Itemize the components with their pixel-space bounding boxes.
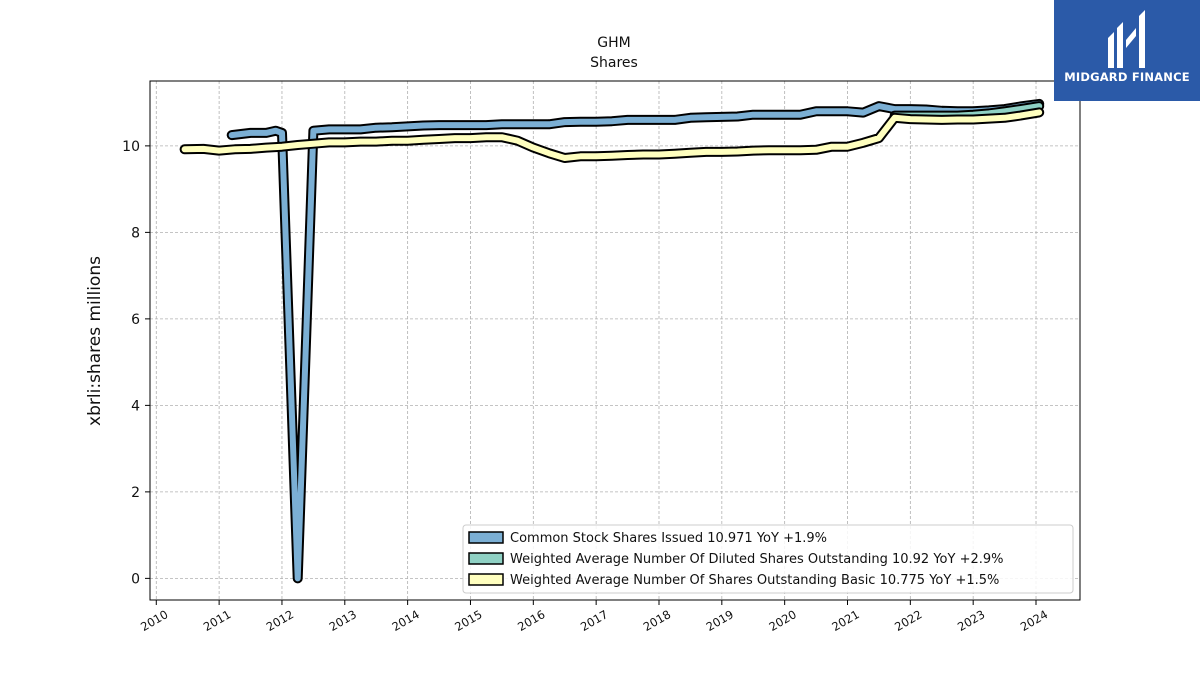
plot-frame [149,80,1081,601]
chart-title: GHM [597,35,630,51]
x-tick-label: 2016 [515,607,547,634]
x-tick-label: 2020 [766,607,798,634]
logo-text: MIDGARD FINANCE [1064,70,1190,84]
x-tick-label: 2023 [955,607,987,634]
x-tick-label: 2012 [264,607,296,634]
y-tick-label: 8 [131,225,140,241]
legend-box [462,524,1074,594]
x-tick-label: 2018 [641,607,673,634]
x-tick-label: 2017 [578,607,610,634]
x-tick-label: 2024 [1018,607,1050,634]
y-tick-label: 4 [131,398,140,414]
x-tick-label: 2019 [704,607,736,634]
y-tick-label: 2 [131,485,140,501]
x-tick-label: 2015 [452,607,484,634]
x-tick-label: 2011 [201,607,233,634]
legend: Common Stock Shares Issued 10.971 YoY +1… [462,524,1074,594]
legend-label: Weighted Average Number Of Shares Outsta… [510,573,999,588]
legend-label: Common Stock Shares Issued 10.971 YoY +1… [510,531,827,546]
x-tick-label: 2022 [892,607,924,634]
y-tick-label: 10 [122,139,140,155]
x-tick-label: 2013 [327,607,359,634]
legend-label: Weighted Average Number Of Diluted Share… [510,552,1004,567]
legend-swatch [468,531,504,544]
chart-subtitle: Shares [590,55,638,71]
y-axis-label: xbrli:shares millions [85,256,105,426]
y-tick-label: 0 [131,571,140,587]
brand-logo: MIDGARD FINANCE [1054,0,1200,101]
x-tick-label: 2010 [138,607,170,634]
x-tick-label: 2021 [829,607,861,634]
series-0-line [228,100,1043,582]
x-tick-label: 2014 [389,607,421,634]
midgard-logo-icon [1108,10,1145,68]
series-2-line [181,109,1043,161]
series-0-outline [226,98,1045,584]
legend-swatch [468,552,504,565]
legend-swatch [468,573,504,586]
y-tick-label: 6 [131,312,140,328]
